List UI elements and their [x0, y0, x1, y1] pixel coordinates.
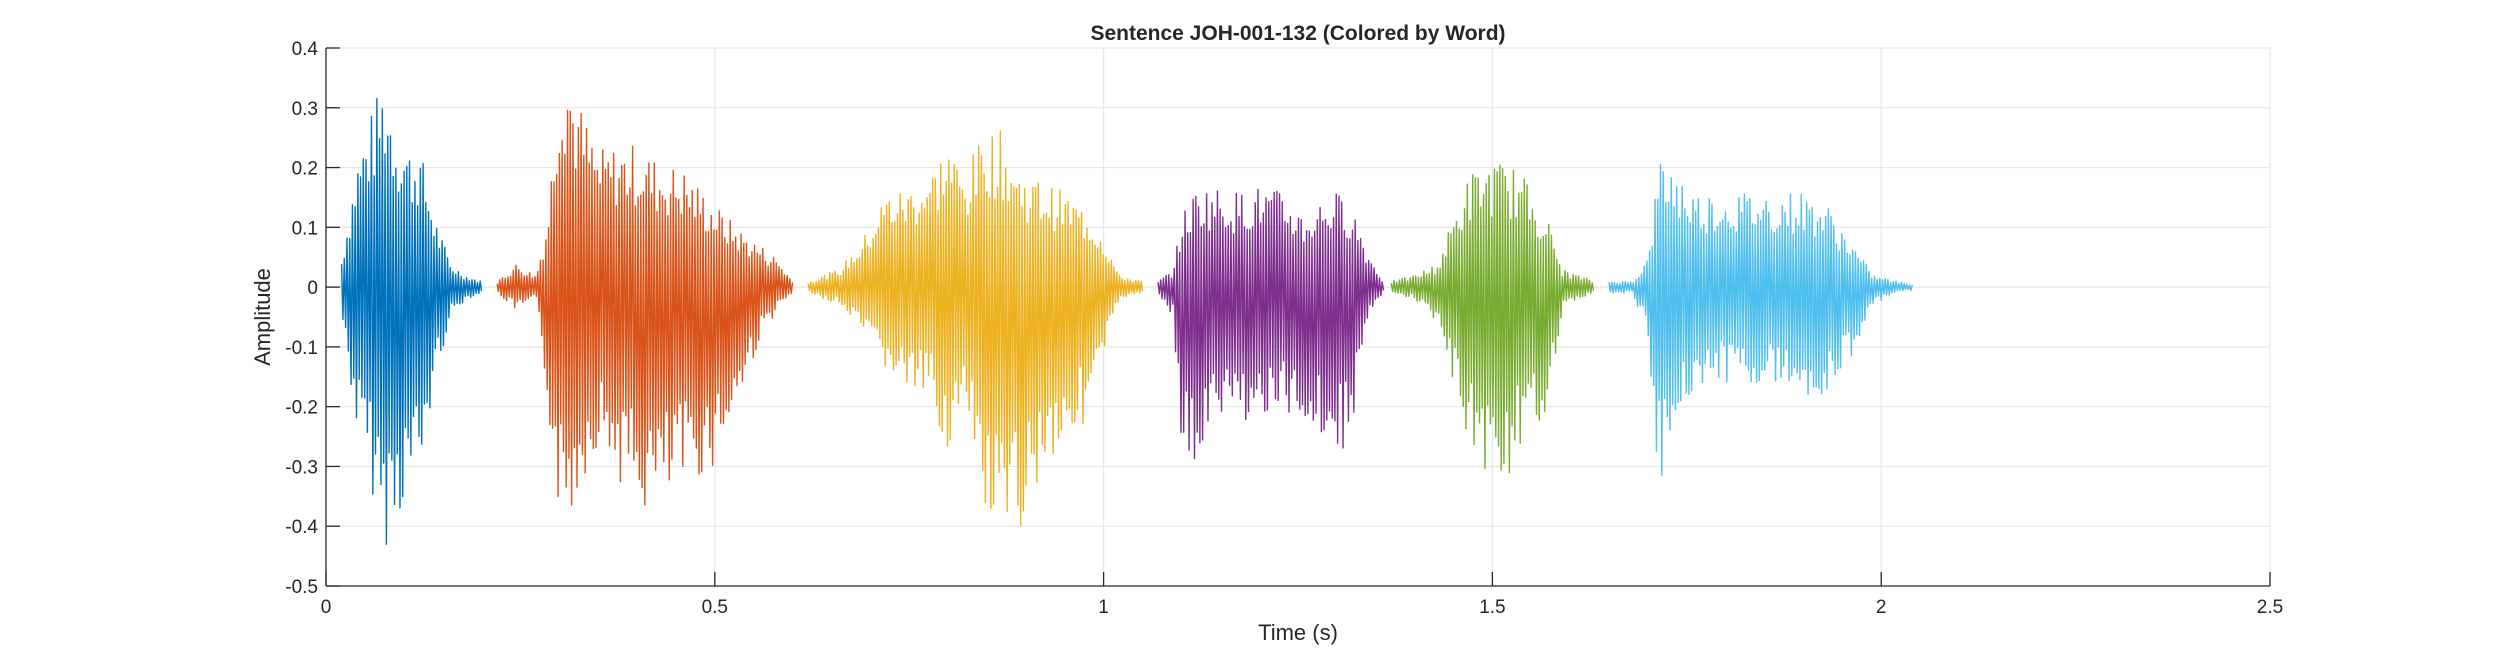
- y-tick-label: 0.2: [292, 159, 318, 180]
- y-tick-label: -0.3: [285, 457, 318, 478]
- x-tick-label: 1.5: [1479, 597, 1505, 618]
- word-waveform-3: [807, 130, 1144, 527]
- axes: [325, 47, 2271, 587]
- word-waveform-4: [1157, 188, 1385, 460]
- x-tick-label: 2: [1876, 597, 1887, 618]
- tick-labels: 0 0.5 1 1.5 2 2.5 -0.5 -0.4 -0.3 -0.2 -0.1 0 0.1 0.2 0…: [285, 39, 2283, 618]
- word-waveform-5: [1390, 164, 1595, 474]
- y-axis-label: Amplitude: [250, 268, 275, 366]
- y-tick-label: -0.5: [285, 577, 318, 598]
- y-tick-label: -0.2: [285, 398, 318, 419]
- y-tick-label: 0.4: [292, 39, 319, 60]
- y-tick-label: 0: [307, 278, 318, 299]
- y-tick-label: -0.1: [285, 338, 318, 359]
- x-tick-label: 0: [321, 597, 332, 618]
- x-axis-label: Time (s): [1258, 620, 1338, 645]
- x-tick-label: 2.5: [2257, 597, 2283, 618]
- waveform-series: [340, 97, 1913, 545]
- word-waveform-6: [1608, 163, 1913, 477]
- chart-title: Sentence JOH-001-132 (Colored by Word): [1090, 22, 1505, 45]
- x-tick-label: 1: [1098, 597, 1109, 618]
- word-waveform-2: [496, 109, 794, 506]
- x-tick-label: 0.5: [702, 597, 728, 618]
- y-tick-label: 0.1: [292, 218, 318, 239]
- y-tick-label: -0.4: [285, 517, 318, 538]
- word-waveform-1: [340, 97, 483, 545]
- y-tick-label: 0.3: [292, 99, 318, 120]
